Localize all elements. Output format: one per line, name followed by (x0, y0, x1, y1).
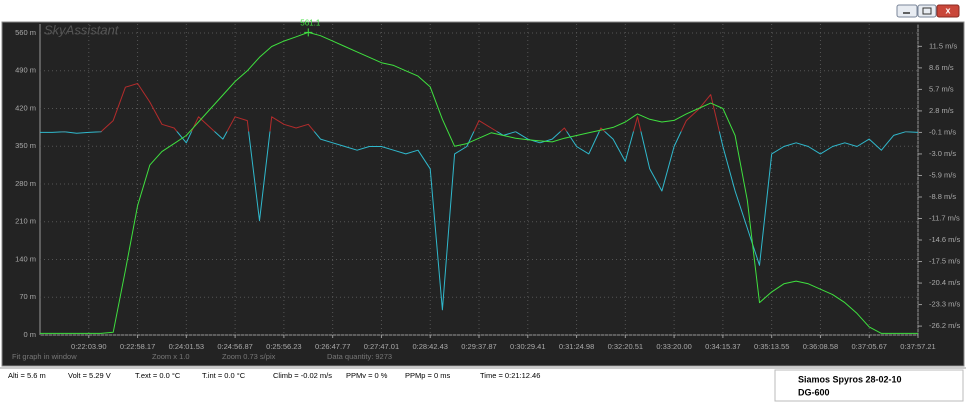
y2-tick-label: -20.4 m/s (929, 278, 961, 287)
y2-tick-label: 2.8 m/s (929, 106, 954, 115)
y2-tick-label: -11.7 m/s (929, 213, 960, 222)
y2-tick-label: -8.8 m/s (929, 192, 956, 201)
window-buttons: x (896, 4, 960, 18)
y2-tick-label: 5.7 m/s (929, 84, 954, 93)
y-tick-label: 350 m (15, 141, 36, 150)
y2-tick-label: -0.1 m/s (929, 127, 956, 136)
x-tick-label: 0:35:13.55 (754, 342, 789, 351)
y-tick-label: 0 m (23, 330, 36, 339)
minimize-button[interactable] (896, 4, 918, 18)
x-tick-label: 0:26:47.77 (315, 342, 350, 351)
data-quantity: Data quantity: 9273 (327, 352, 392, 361)
x-tick-label: 0:24:01.53 (169, 342, 204, 351)
x-tick-label: 0:32:20.51 (608, 342, 643, 351)
status-field: Climb = -0.02 m/s (273, 371, 332, 380)
svg-text:x: x (945, 5, 950, 15)
y2-tick-label: -5.9 m/s (929, 170, 956, 179)
y-tick-label: 280 m (15, 179, 36, 188)
zoom-rate: Zoom 0.73 s/pix (222, 352, 276, 361)
close-button[interactable] (936, 4, 960, 18)
x-tick-label: 0:31:24.98 (559, 342, 594, 351)
y2-tick-label: -14.6 m/s (929, 235, 961, 244)
pilot-name-date: Siamos Spyros 28-02-10 (798, 374, 902, 384)
x-tick-label: 0:30:29.41 (510, 342, 545, 351)
chart-panel (1, 21, 965, 367)
max-label: 561.1 (300, 19, 321, 28)
status-field: Time = 0:21:12.46 (480, 371, 540, 380)
x-tick-label: 0:37:05.67 (851, 342, 886, 351)
x-tick-label: 0:37:57.21 (900, 342, 935, 351)
y2-tick-label: 11.5 m/s (929, 41, 957, 50)
y2-tick-label: 8.6 m/s (929, 63, 954, 72)
status-field: T.int = 0.0 °C (202, 371, 246, 380)
y2-tick-label: -26.2 m/s (929, 321, 961, 330)
status-field: PPMp = 0 ms (405, 371, 450, 380)
y-tick-label: 420 m (15, 103, 36, 112)
y-tick-label: 140 m (15, 254, 36, 263)
max-marker (304, 28, 313, 37)
pilot-box (774, 369, 964, 402)
watermark-title: SkyAssistant (44, 22, 120, 37)
zoom-info: Zoom x 1.0 (152, 352, 190, 361)
glider: DG-600 (798, 387, 830, 397)
status-field: Volt = 5.29 V (68, 371, 111, 380)
y-tick-label: 490 m (15, 66, 36, 75)
x-tick-label: 0:29:37.87 (461, 342, 496, 351)
x-tick-label: 0:22:03.90 (71, 342, 106, 351)
x-tick-label: 0:22:58.17 (120, 342, 155, 351)
x-tick-label: 0:33:20.00 (656, 342, 691, 351)
maximize-button[interactable] (917, 4, 937, 18)
x-tick-label: 0:36:08.58 (803, 342, 838, 351)
y2-tick-label: -3.0 m/s (929, 149, 956, 158)
x-tick-label: 0:25:56.23 (266, 342, 301, 351)
status-field: Alti = 5.6 m (8, 371, 46, 380)
altitude-line (40, 31, 918, 334)
y2-tick-label: -17.5 m/s (929, 257, 961, 266)
x-tick-label: 0:34:15.37 (705, 342, 740, 351)
y2-tick-label: -23.3 m/s (929, 300, 961, 309)
y-tick-label: 560 m (15, 28, 36, 37)
status-field: T.ext = 0.0 °C (135, 371, 181, 380)
y-tick-label: 210 m (15, 217, 36, 226)
fit-graph-link[interactable]: Fit graph in window (12, 352, 77, 361)
y-tick-label: 70 m (19, 292, 36, 301)
vario-line (40, 83, 919, 311)
status-field: PPMv = 0 % (346, 371, 388, 380)
x-tick-label: 0:24:56.87 (217, 342, 252, 351)
x-tick-label: 0:28:42.43 (412, 342, 447, 351)
x-tick-label: 0:27:47.01 (364, 342, 399, 351)
